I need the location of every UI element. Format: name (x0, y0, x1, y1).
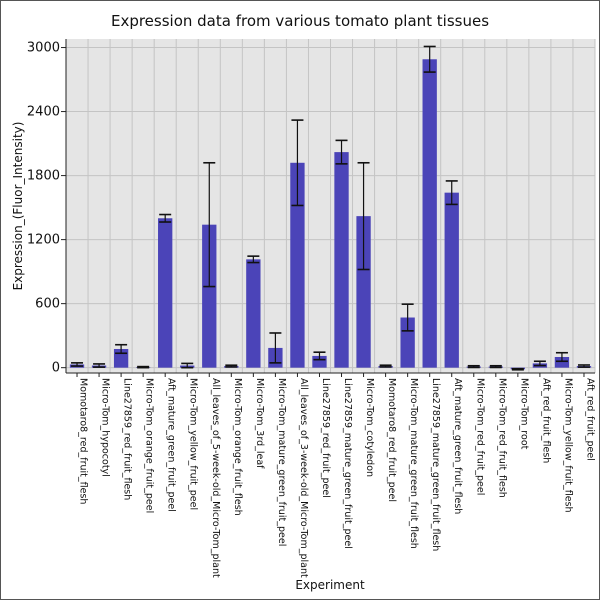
x-axis-label: Experiment (295, 578, 365, 592)
bar (312, 355, 327, 368)
x-tick-label: Micro-Tom_3rd_leaf (254, 378, 265, 469)
x-tick-label: Micro-Tom_yellow_fruit_flesh (562, 378, 573, 513)
bar (400, 317, 415, 368)
y-tick-label: 0 (52, 361, 60, 376)
x-tick-label: Aft_red_fruit_peel (584, 378, 595, 461)
x-tick-label: Micro-Tom_yellow_fruit_peel (188, 378, 199, 510)
x-tick-label: Momotaro8_red_fruit_peel (386, 378, 397, 502)
bar (444, 192, 459, 368)
bar (334, 152, 349, 368)
bar (202, 224, 217, 368)
error-bars (71, 45, 590, 371)
x-tick-label: All_leaves_of_3-week-old_Micro-Tom_plant (298, 378, 309, 578)
x-tick-label: Momotaro8_red_fruit_flesh (78, 378, 89, 504)
x-tick-label: Micro-Tom_orange_fruit_peel (144, 378, 155, 513)
y-tick-label: 3000 (27, 41, 60, 56)
x-tick-label: Micro-Tom_root (518, 378, 529, 450)
x-tick-label: Micro-Tom_orange_fruit_flesh (232, 378, 243, 516)
y-tick-label: 2400 (27, 105, 60, 120)
y-tick-label: 1800 (27, 169, 60, 184)
x-tick-label: Micro-Tom_cotyledon (364, 378, 375, 477)
x-tick-label: Micro-Tom_mature_green_fruit_flesh (408, 378, 419, 549)
x-tick-label: Aft_mature_green_fruit_flesh (452, 378, 463, 514)
x-tick-label: Line27859_mature_green_fruit_peel (342, 378, 353, 549)
x-tick-label: Micro-Tom_red_fruit_flesh (496, 378, 507, 498)
x-tick-label: Micro-Tom_hypocotyl (100, 378, 111, 477)
x-tick-label: Micro-Tom_mature_green_fruit_peel (276, 378, 287, 546)
x-tick-label: Aft_red_fruit_flesh (540, 378, 551, 463)
bar (356, 216, 371, 368)
x-ticks: Momotaro8_red_fruit_flesh Micro-Tom_hypoc… (76, 373, 595, 578)
y-tick-label: 600 (35, 297, 60, 312)
x-tick-label: Line27859_red_fruit_peel (320, 378, 331, 498)
x-tick-label: Line27859_mature_green_fruit_flesh (430, 378, 441, 551)
x-tick-label: All_leaves_of_5-week-old_Micro-Tom_plant (210, 378, 221, 578)
bar (158, 218, 173, 368)
y-ticks: 0 600 1200 1800 2400 3000 (27, 41, 66, 376)
bar (422, 59, 437, 368)
grid (66, 39, 596, 373)
x-tick-label: Micro-Tom_red_fruit_peel (474, 378, 485, 495)
x-tick-label: Aft_mature_green_fruit_peel (166, 378, 177, 512)
y-axis-label: Expression_(Fluor_Intensity) (11, 122, 25, 291)
y-tick-label: 1200 (27, 233, 60, 248)
bar (554, 356, 570, 368)
bar (246, 259, 261, 368)
bar (290, 162, 305, 368)
x-tick-label: Line27859_red_fruit_flesh (122, 378, 133, 500)
chart-title: Expression data from various tomato plan… (111, 12, 489, 30)
